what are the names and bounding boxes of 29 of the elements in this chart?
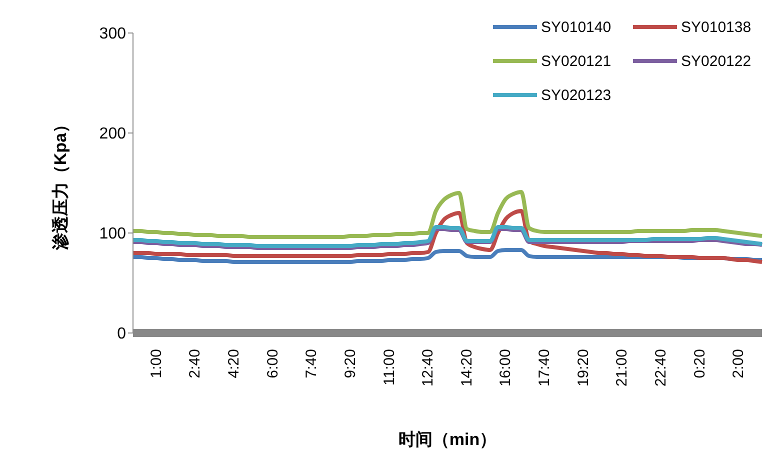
y-tick-label: 100 — [99, 226, 126, 243]
x-tick-label: 4:20 — [225, 349, 242, 378]
x-tick-label: 6:00 — [264, 349, 282, 378]
y-tick-label: 200 — [99, 126, 126, 143]
x-tick-label: 22:40 — [652, 349, 670, 387]
line-series — [131, 190, 764, 239]
x-tick-label: 1:00 — [148, 349, 165, 378]
x-tick-label: 0:20 — [691, 349, 708, 378]
x-tick-label: 19:20 — [574, 349, 592, 387]
legend-label: SY020123 — [541, 86, 612, 104]
x-tick-label: 16:00 — [497, 349, 514, 387]
x-axis-title: 时间（min） — [398, 430, 497, 449]
legend-label: SY010140 — [541, 18, 612, 36]
y-tick-label: 300 — [99, 26, 126, 43]
legend-label: SY020121 — [541, 52, 612, 70]
x-tick-label: 14:20 — [458, 349, 476, 387]
x-tick-label: 21:00 — [614, 349, 631, 387]
y-axis-title: 渗透压力（Kpa） — [51, 116, 70, 252]
x-tick-label: 17:40 — [536, 349, 554, 387]
x-tick-label: 2:40 — [186, 349, 204, 378]
x-tick-label: 2:00 — [730, 349, 748, 378]
legend-label: SY010138 — [681, 18, 752, 36]
line-series — [131, 209, 764, 264]
x-tick-label: 12:40 — [420, 349, 437, 387]
x-tick-label: 11:00 — [380, 349, 398, 386]
legend-label: SY020122 — [681, 52, 752, 70]
x-tick-label: 7:40 — [303, 349, 320, 378]
y-tick-label: 0 — [117, 326, 126, 343]
x-tick-label: 9:20 — [342, 349, 359, 378]
